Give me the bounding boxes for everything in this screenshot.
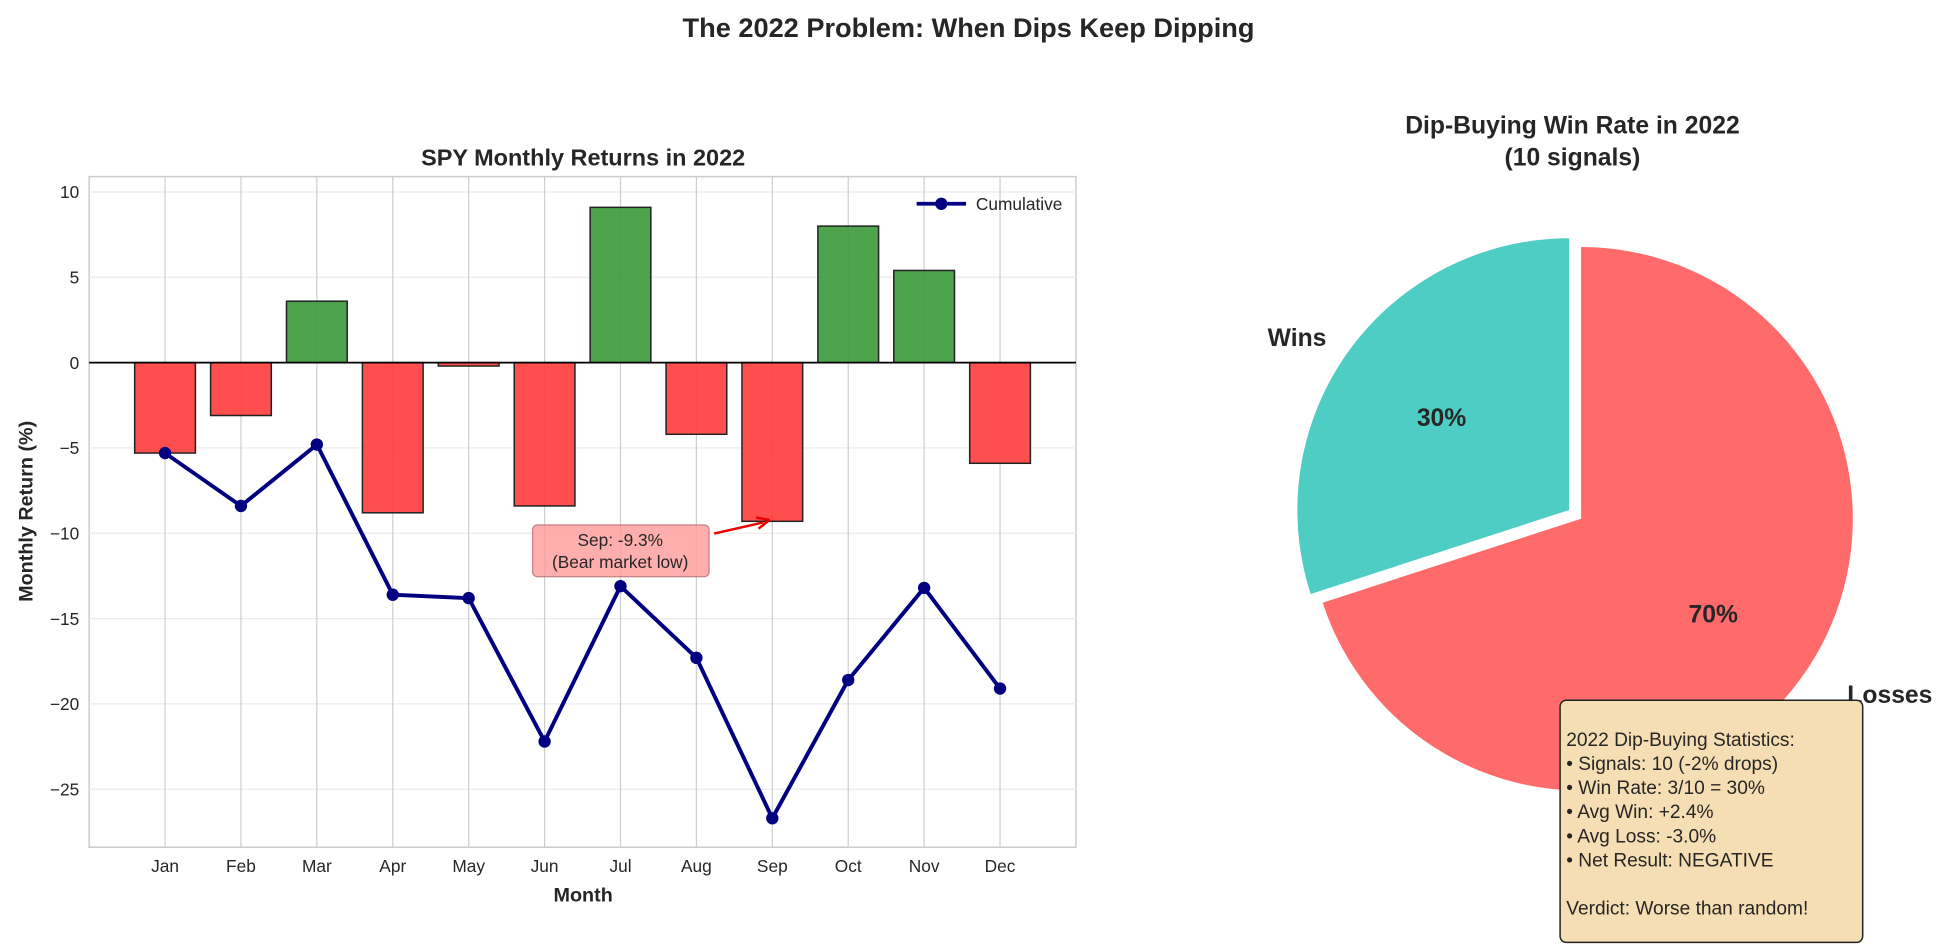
x-tick-label: Jan <box>151 856 179 876</box>
bar-chart: SPY Monthly Returns in 2022 10 5 0 −5 −10 −15… <box>15 144 1077 907</box>
bar-jul <box>589 206 652 364</box>
legend: Cumulative <box>916 194 1062 214</box>
pie-slice-losses <box>1322 247 1853 791</box>
pie-pct-losses: 70% <box>1689 601 1738 628</box>
x-tick-label: Jul <box>609 856 631 876</box>
x-tick-label: Nov <box>909 856 940 876</box>
y-tick-label: −5 <box>60 438 80 458</box>
annotation-arrowhead <box>755 516 771 530</box>
y-tick-label: −10 <box>50 523 79 543</box>
y-tick-label: 10 <box>60 182 79 202</box>
cumulative-point-mar <box>310 438 324 451</box>
bar-mar <box>285 300 348 364</box>
stats-line: 2022 Dip-Buying Statistics: <box>1566 730 1795 751</box>
cumulative-point-oct <box>842 673 855 687</box>
stats-line: • Win Rate: 3/10 = 30% <box>1566 778 1765 799</box>
cumulative-point-jul <box>614 579 627 593</box>
pie-title-line2: (10 signals) <box>1505 144 1641 171</box>
stats-line: • Avg Win: +2.4% <box>1566 802 1713 823</box>
y-tick-label: 0 <box>70 353 80 373</box>
legend-label-cumulative: Cumulative <box>976 194 1062 214</box>
cumulative-point-aug <box>690 651 703 665</box>
cumulative-point-feb <box>234 499 248 513</box>
cumulative-point-sep <box>766 812 779 825</box>
annotation-line2: (Bear market low) <box>552 552 688 572</box>
x-tick-label: Mar <box>302 856 332 876</box>
y-tick-label: −25 <box>50 779 79 799</box>
stats-box-background <box>1559 699 1864 944</box>
stats-line: Verdict: Worse than random! <box>1566 899 1808 920</box>
bar-apr <box>361 361 424 514</box>
cumulative-point-may <box>462 591 475 605</box>
x-tick-label: Aug <box>681 856 712 876</box>
stats-line: • Signals: 10 (-2% drops) <box>1566 754 1778 775</box>
x-axis-label: Month <box>554 885 613 907</box>
bar-chart-title: SPY Monthly Returns in 2022 <box>421 144 745 170</box>
pie-chart: Dip-Buying Win Rate in 2022 (10 signals)… <box>1268 112 1932 791</box>
cumulative-point-dec <box>993 682 1007 695</box>
cumulative-point-jan <box>158 446 172 460</box>
x-tick-label: Sep <box>757 856 788 876</box>
cumulative-line <box>163 441 1002 823</box>
bar-feb <box>209 361 273 417</box>
pie-title-line1: Dip-Buying Win Rate in 2022 <box>1405 112 1739 139</box>
x-tick-label: Dec <box>985 856 1016 876</box>
pie-label-wins: Wins <box>1268 325 1327 352</box>
bar-nov <box>893 269 956 364</box>
cumulative-point-apr <box>386 588 399 601</box>
annotation-arrow <box>713 521 764 535</box>
x-tick-label: Jun <box>531 856 559 876</box>
y-tick-label: −15 <box>50 609 79 629</box>
bar-dec <box>968 361 1032 465</box>
stats-line: • Avg Loss: -3.0% <box>1566 826 1716 847</box>
stats-box: 2022 Dip-Buying Statistics: • Signals: 10… <box>1559 699 1864 944</box>
bar-jan <box>133 361 197 454</box>
x-tick-label: May <box>452 856 485 876</box>
cumulative-point-jun <box>538 735 551 748</box>
annotation-box <box>531 524 710 578</box>
legend-marker <box>935 197 948 210</box>
annotation-line1: Sep: -9.3% <box>577 530 663 550</box>
bar-aug <box>665 361 728 436</box>
y-tick-label: −20 <box>50 694 79 714</box>
x-tick-label: Feb <box>226 856 256 876</box>
bar-jun <box>513 361 576 507</box>
annotation: Sep: -9.3% (Bear market low) <box>531 516 771 578</box>
y-tick-label: 5 <box>70 267 80 287</box>
pie-pct-wins: 30% <box>1417 405 1466 432</box>
x-tick-label: Apr <box>379 856 406 876</box>
bar-oct <box>817 225 880 364</box>
bar-sep <box>741 361 804 523</box>
figure-title: The 2022 Problem: When Dips Keep Dipping <box>683 12 1255 43</box>
x-tick-label: Oct <box>835 856 862 876</box>
pie-slice-wins <box>1297 238 1570 594</box>
cumulative-point-nov <box>917 581 931 595</box>
y-axis-label: Monthly Return (%) <box>15 421 37 602</box>
stats-line: • Net Result: NEGATIVE <box>1566 850 1773 871</box>
